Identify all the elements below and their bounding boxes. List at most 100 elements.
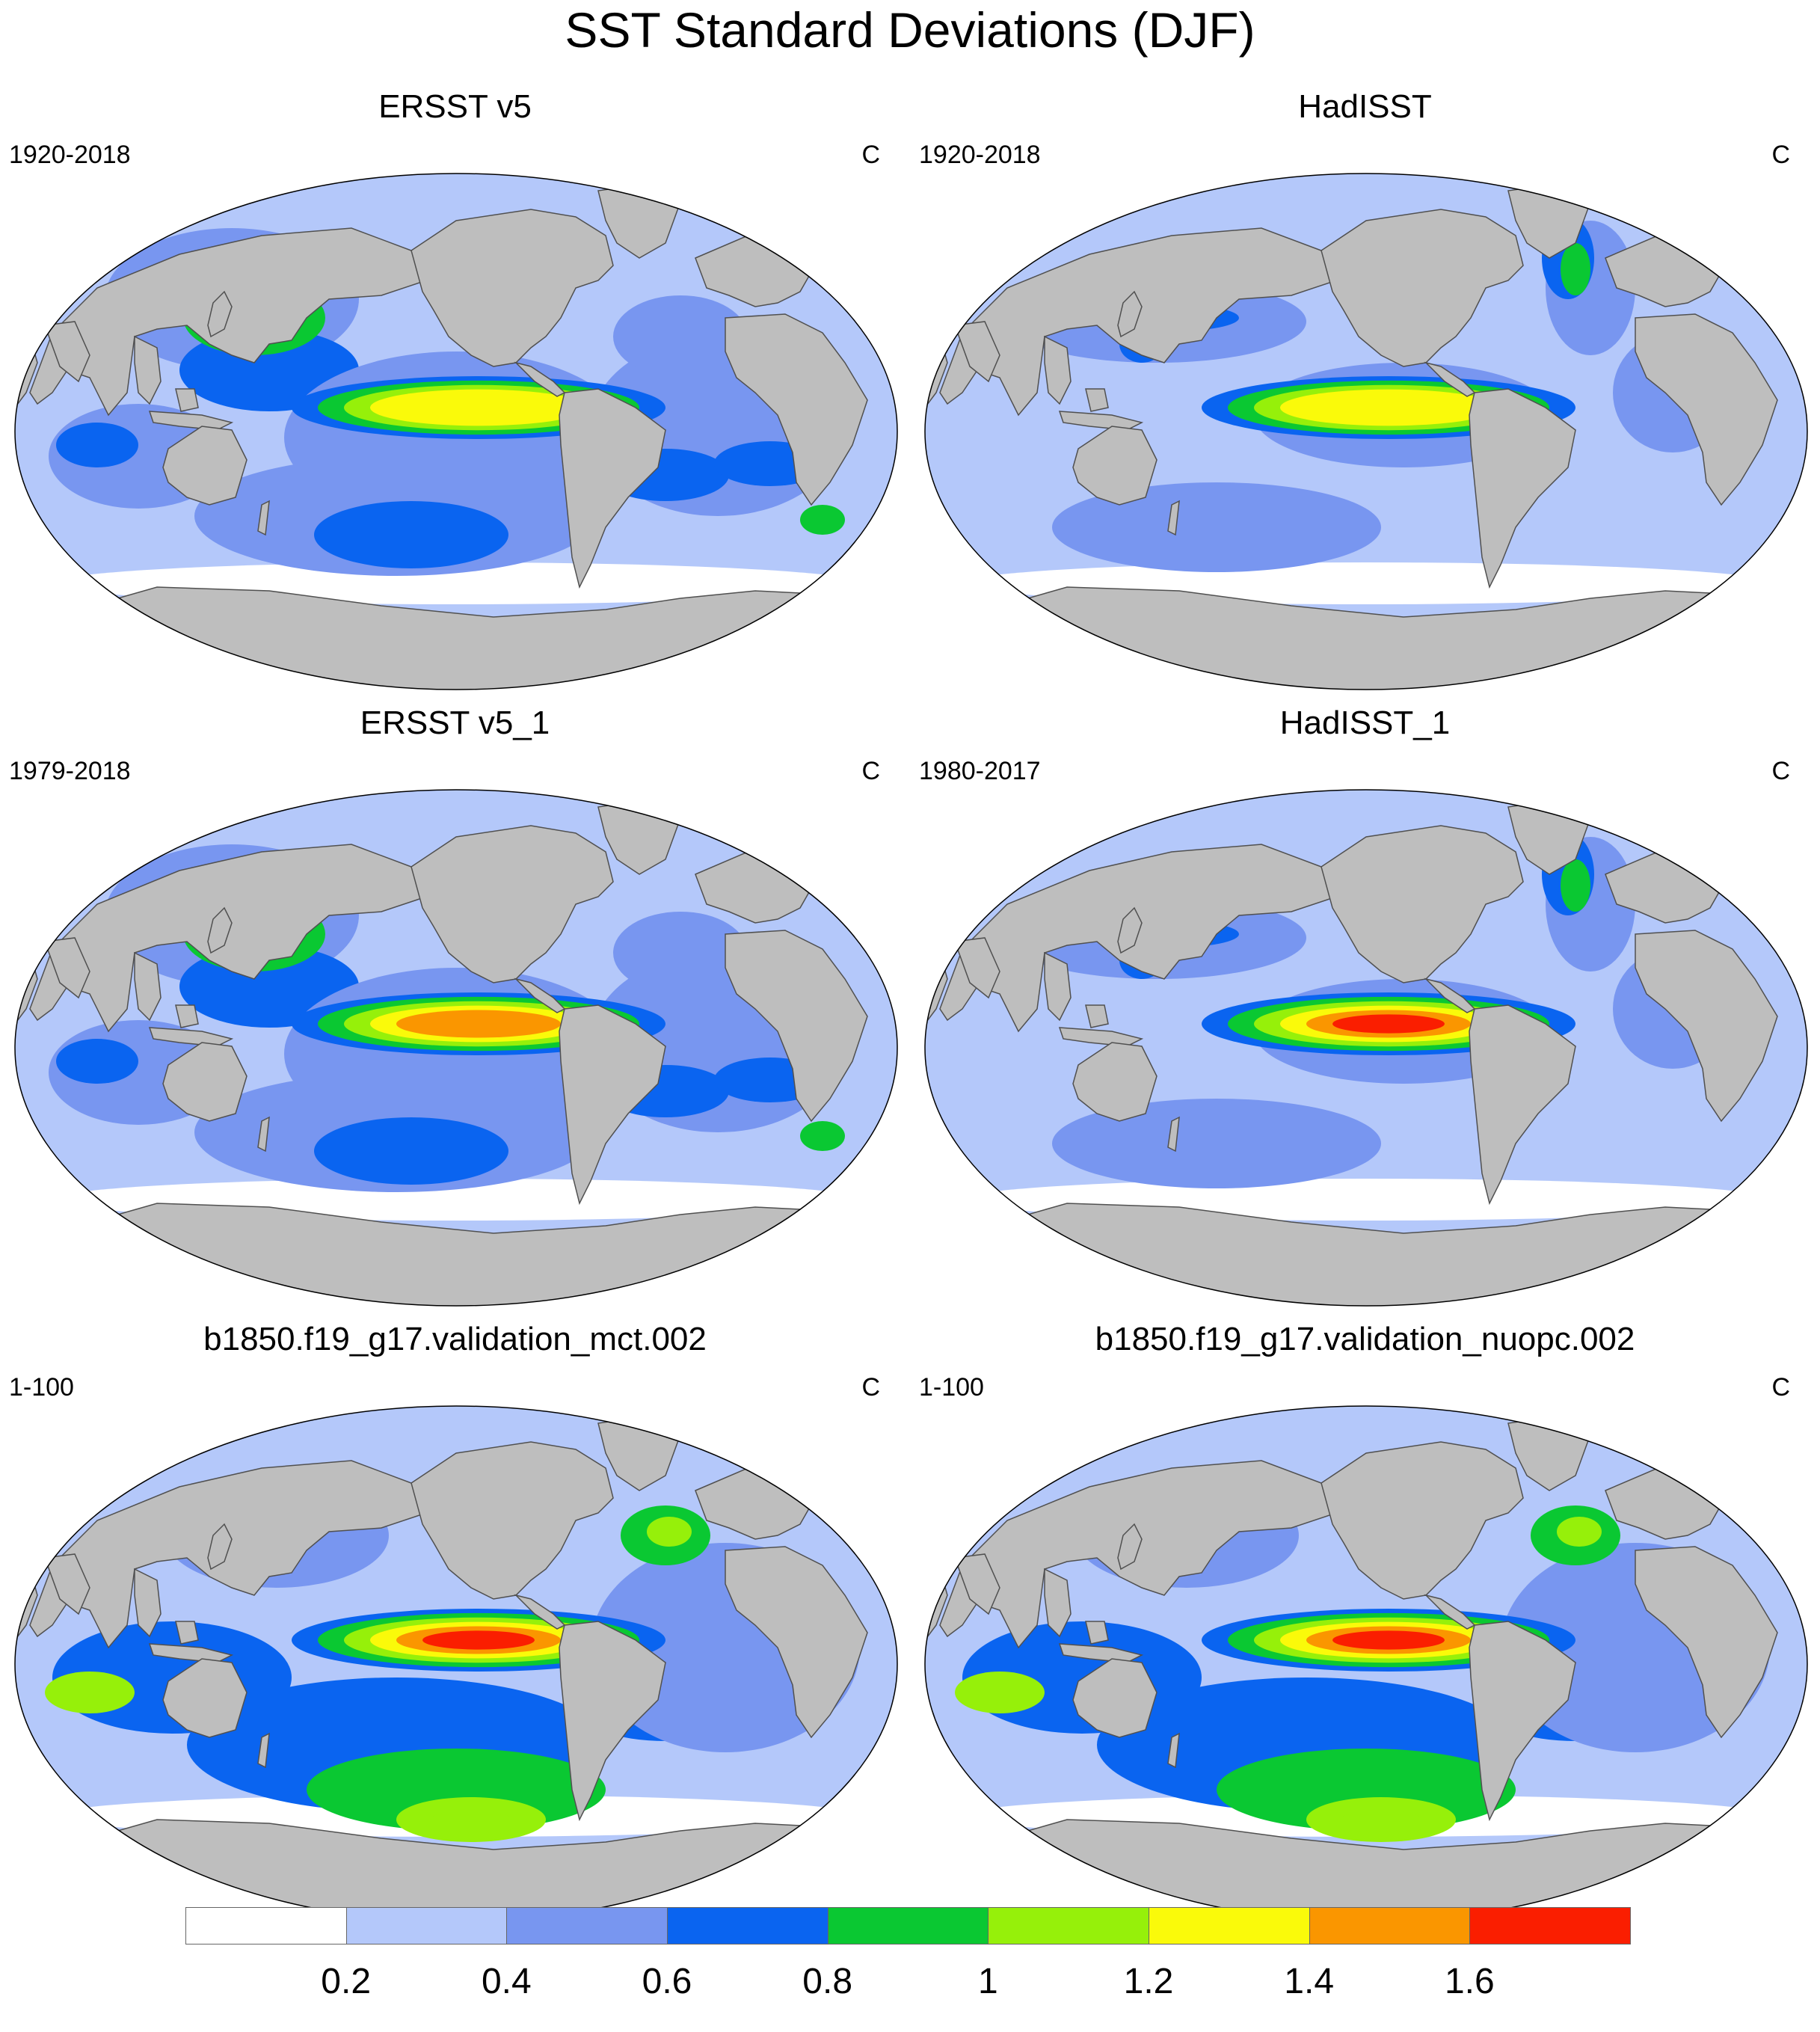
land-new-zealand [1167, 1116, 1180, 1152]
colorbar-swatch [1469, 1907, 1631, 1944]
sst-std-map [924, 173, 1808, 690]
land-asia-europe [29, 1460, 428, 1649]
colorbar-swatch [667, 1907, 828, 1944]
land-north-america [1321, 209, 1524, 367]
land-new-zealand [1167, 500, 1180, 536]
sst-std-map [14, 789, 898, 1307]
land-north-america [411, 209, 614, 367]
land-south-america [1469, 388, 1576, 589]
map-boundary [924, 789, 1808, 1307]
panel-units-label: C [861, 1373, 880, 1402]
land-se-asia [134, 335, 162, 405]
land-borneo [1085, 388, 1109, 412]
land-australia [162, 1042, 248, 1122]
land-borneo [1085, 1004, 1109, 1028]
sst-contour-region [56, 1039, 138, 1084]
land-south-america [1469, 1004, 1576, 1206]
land-asia-europe [939, 1460, 1338, 1649]
land-japan [207, 1523, 233, 1571]
land-new-zealand [1167, 1732, 1180, 1769]
colorbar-swatch [185, 1907, 347, 1944]
colorbar-tick-label: 1 [977, 1962, 998, 2001]
sst-contour-region [1052, 1099, 1381, 1188]
sst-contour-region [314, 1117, 508, 1185]
sst-contour-region [1052, 482, 1381, 572]
sst-contour-region [613, 295, 748, 378]
sst-contour-region [314, 501, 508, 568]
panel-period-label: 1-100 [9, 1373, 74, 1402]
colorbar-tick-label: 1.4 [1284, 1962, 1335, 2001]
land-australia [1072, 1042, 1158, 1122]
map-panel-ersst-v5-1: ERSST v5_1 1979-2018 C [0, 702, 910, 1320]
sst-contour-region [1557, 1517, 1602, 1547]
land-se-asia [1044, 335, 1072, 405]
colorbar-tick-label: 1.6 [1444, 1962, 1495, 2001]
land-north-america [1321, 1441, 1524, 1600]
panel-period-label: 1920-2018 [9, 141, 131, 169]
figure-title: SST Standard Deviations (DJF) [565, 2, 1255, 58]
land-japan [1117, 1523, 1143, 1571]
colorbar [185, 1907, 1631, 1946]
sst-contour-region [1332, 1014, 1445, 1034]
land-borneo [1085, 1621, 1109, 1645]
land-japan [207, 290, 233, 338]
land-australia [162, 1658, 248, 1738]
land-south-america [559, 1004, 666, 1206]
panel-title: b1850.f19_g17.validation_mct.002 [203, 1321, 707, 1357]
sst-contour-region [1336, 1810, 1426, 1837]
land-arabia [953, 937, 1000, 999]
colorbar-swatch [827, 1907, 989, 1944]
panel-period-label: 1920-2018 [919, 141, 1041, 169]
sst-contour-region [647, 1517, 692, 1547]
land-asia-europe [29, 227, 428, 417]
colorbar-tick-label: 0.2 [321, 1962, 372, 2001]
panel-units-label: C [1771, 757, 1790, 785]
land-africa-west [1635, 313, 1778, 506]
land-se-asia [134, 1568, 162, 1638]
land-new-zealand [257, 500, 270, 536]
sst-contour-region [1561, 243, 1590, 295]
panel-units-label: C [1771, 141, 1790, 169]
sst-contour-region [396, 1010, 561, 1038]
land-south-america [1469, 1621, 1576, 1822]
land-australia [162, 426, 248, 506]
colorbar-tick-label: 1.2 [1123, 1962, 1174, 2001]
sst-contour-region [800, 1121, 845, 1151]
land-se-asia [1044, 951, 1072, 1022]
land-se-asia [134, 951, 162, 1022]
land-south-america [559, 1621, 666, 1822]
land-arabia [43, 1553, 90, 1615]
colorbar-tick-label: 0.8 [802, 1962, 853, 2001]
land-japan [1117, 906, 1143, 954]
panel-period-label: 1980-2017 [919, 757, 1041, 785]
panel-title: HadISST [1298, 88, 1432, 125]
land-australia [1072, 1658, 1158, 1738]
map-panel-validation-mct: b1850.f19_g17.validation_mct.002 1-100 C [0, 1319, 910, 1936]
sst-contour-region [56, 423, 138, 467]
land-new-zealand [257, 1732, 270, 1769]
sst-std-map [924, 789, 1808, 1307]
land-africa-west [1635, 1546, 1778, 1739]
sst-contour-region [370, 389, 587, 426]
panel-title: ERSST v5_1 [360, 705, 550, 741]
land-africa-west [725, 313, 868, 506]
land-asia-europe [939, 844, 1338, 1033]
map-panel-ersst-v5: ERSST v5 1920-2018 C [0, 86, 910, 704]
land-arabia [43, 321, 90, 383]
land-se-asia [1044, 1568, 1072, 1638]
land-australia [1072, 426, 1158, 506]
land-arabia [953, 321, 1000, 383]
colorbar-swatch [506, 1907, 668, 1944]
sst-contour-region [1561, 859, 1590, 912]
sst-contour-region [955, 1672, 1045, 1713]
map-boundary [14, 173, 898, 690]
colorbar-labels: 0.2 0.4 0.6 0.8 1 1.2 1.4 1.6 [185, 1959, 1630, 2012]
sst-std-map [924, 1405, 1808, 1923]
sst-contour-region [800, 505, 845, 535]
land-north-america [411, 1441, 614, 1600]
colorbar-swatch [1309, 1907, 1471, 1944]
panel-units-label: C [861, 141, 880, 169]
map-panel-hadisst-1: HadISST_1 1980-2017 C [910, 702, 1820, 1320]
colorbar-tick-label: 0.4 [481, 1962, 532, 2001]
panel-units-label: C [1771, 1373, 1790, 1402]
